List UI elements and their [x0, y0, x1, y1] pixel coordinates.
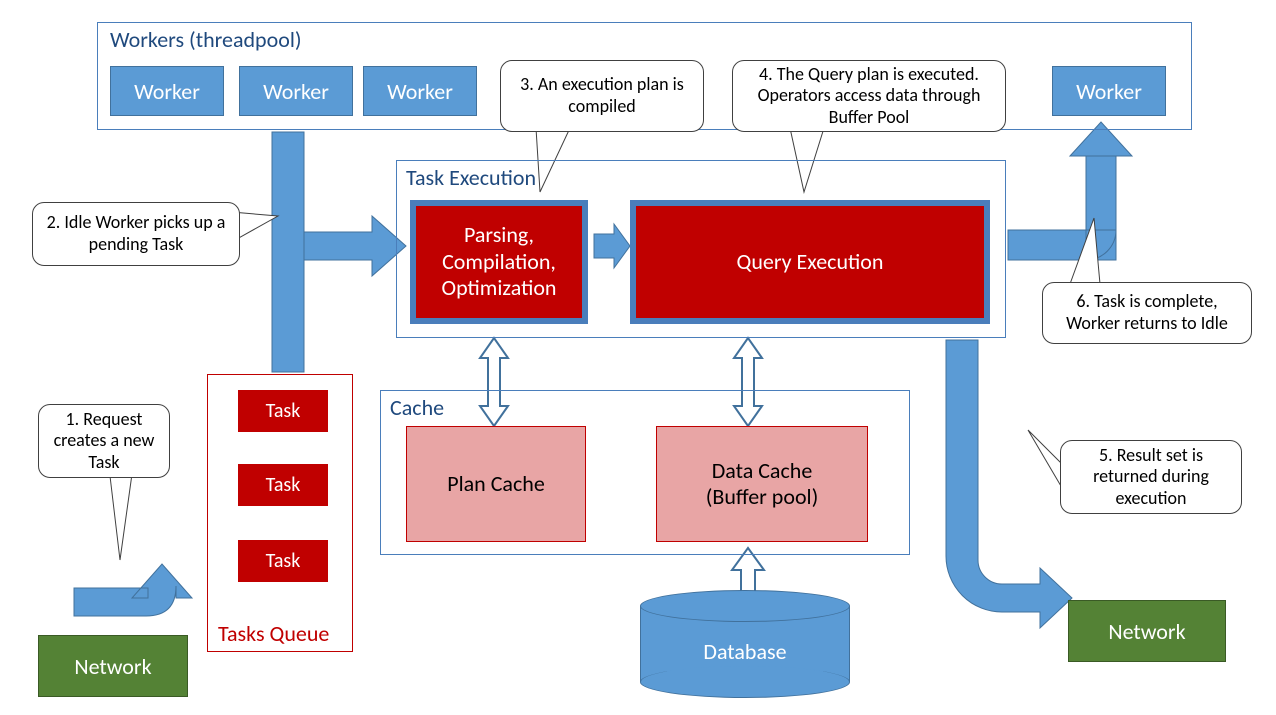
worker-box-3: Worker — [363, 66, 477, 116]
task-execution-title: Task Execution — [406, 164, 536, 191]
task-box-1: Task — [238, 390, 328, 432]
arrow-branch — [272, 132, 406, 372]
callout-6: 6. Task is complete, Worker returns to I… — [1042, 282, 1252, 344]
plan-cache-box: Plan Cache — [406, 426, 586, 542]
data-cache-box: Data Cache (Buffer pool) — [656, 426, 868, 542]
worker-box-4: Worker — [1052, 66, 1166, 116]
database-label: Database — [640, 638, 850, 665]
network-right-box: Network — [1068, 600, 1226, 662]
task-box-2: Task — [238, 464, 328, 506]
callout-4: 4. The Query plan is executed. Operators… — [732, 60, 1006, 132]
network-left-box: Network — [38, 635, 188, 697]
cache-title: Cache — [390, 394, 444, 421]
parsing-box: Parsing, Compilation, Optimization — [410, 200, 588, 324]
task-box-3: Task — [238, 540, 328, 582]
query-execution-box: Query Execution — [630, 200, 990, 324]
database-cylinder: Database — [640, 590, 850, 698]
arrow-net-queue — [74, 564, 192, 616]
arrow-taskexec-to-network — [946, 340, 1072, 628]
worker-box-2: Worker — [239, 66, 353, 116]
callout-5: 5. Result set is returned during executi… — [1060, 440, 1242, 514]
callout-2: 2. Idle Worker picks up a pending Task — [32, 202, 240, 266]
tasks-queue-title: Tasks Queue — [218, 620, 329, 647]
arrow-taskexec-worker-g — [1008, 122, 1132, 260]
callout-1: 1. Request creates a new Task — [38, 404, 170, 478]
workers-title: Workers (threadpool) — [110, 26, 302, 53]
worker-box-1: Worker — [110, 66, 224, 116]
callout-3: 3. An execution plan is compiled — [500, 60, 704, 132]
